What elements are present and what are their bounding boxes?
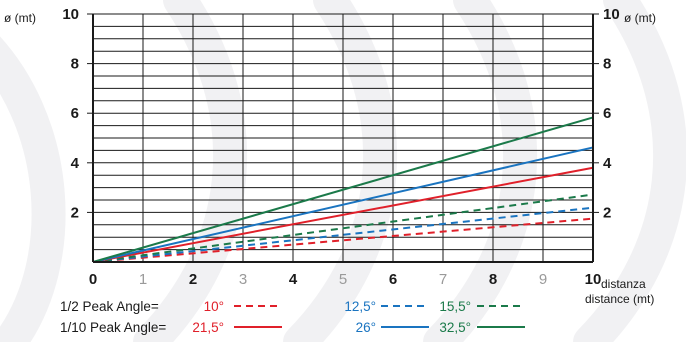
series-line [92, 116, 594, 263]
x-tick-label: 5 [339, 271, 347, 288]
legend-row1-label: 1/2 Peak Angle= [60, 299, 159, 314]
legend-value: 21,5° [192, 320, 224, 335]
y-tick-label-left: 2 [71, 204, 79, 221]
y-tick-label-left: 10 [62, 6, 79, 23]
x-tick-label: 0 [89, 271, 97, 288]
series-line [92, 166, 594, 263]
legend-value: 32,5° [439, 320, 471, 335]
x-tick-label: 3 [239, 271, 247, 288]
y-tick-label-right: 2 [603, 204, 611, 221]
x-axis-label-line2: distance (mt) [585, 292, 654, 306]
y-tick-label-right: 6 [603, 105, 611, 122]
x-tick-label: 7 [439, 271, 447, 288]
y-tick-label-right: 4 [603, 155, 612, 172]
legend-value: 26° [356, 320, 376, 335]
legend-value: 15,5° [439, 299, 471, 314]
axes [87, 13, 599, 263]
x-tick-label: 8 [489, 271, 497, 288]
x-tick-label: 2 [189, 271, 197, 288]
x-tick-label: 10 [585, 271, 602, 288]
series-line [92, 193, 594, 263]
watermark-arc [133, 0, 248, 342]
legend-value: 12,5° [344, 299, 376, 314]
y-tick-label-left: 4 [71, 155, 80, 172]
legend-value: 10° [204, 299, 224, 314]
y-tick-label-right: 8 [603, 56, 611, 73]
x-tick-label: 4 [289, 271, 298, 288]
legend-row2-label: 1/10 Peak Angle= [60, 320, 166, 335]
watermark-arc [573, 0, 686, 342]
legend: 1/2 Peak Angle= 1/10 Peak Angle= 10° 12,5… [60, 299, 525, 335]
y-tick-label-left: 8 [71, 56, 79, 73]
x-tick-label: 9 [539, 271, 547, 288]
y-tick-label-left: 6 [71, 105, 79, 122]
watermark-arc [0, 36, 66, 342]
x-axis-label-line1: distanza [601, 277, 646, 291]
x-tick-label: 6 [389, 271, 397, 288]
watermark-arc [283, 0, 398, 342]
y-axis-left-label: ø (mt) [4, 11, 36, 25]
series-lines [92, 116, 594, 263]
series-line [92, 146, 594, 263]
x-tick-label: 1 [139, 271, 147, 288]
y-tick-label-right: 10 [603, 6, 620, 23]
y-axis-right-label: ø (mt) [624, 11, 656, 25]
tick-labels: 0 1 2 3 4 5 6 7 8 9 10 2 2 4 4 6 6 8 8 10 10 [62, 6, 619, 288]
